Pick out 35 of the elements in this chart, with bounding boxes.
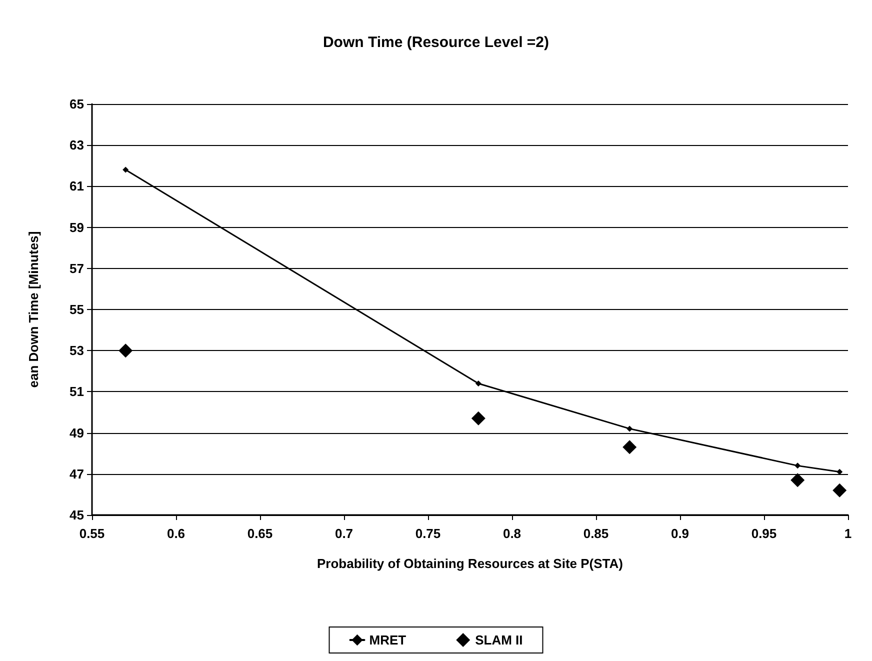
x-tick-label: 0.7 [334, 526, 354, 541]
legend-label: SLAM II [475, 632, 523, 648]
x-tick-label: 0.75 [415, 526, 441, 541]
x-tick-label: 0.55 [79, 526, 105, 541]
x-tick-label: 0.85 [583, 526, 609, 541]
x-tick-label: 0.9 [670, 526, 690, 541]
y-tick-label: 45 [70, 508, 84, 522]
x-tick-label: 0.6 [166, 526, 186, 541]
y-tick-label: 65 [70, 96, 84, 112]
x-tick-label: 0.8 [502, 526, 522, 541]
legend-label: MRET [369, 632, 406, 648]
x-axis-title: Probability of Obtaining Resources at Site P(STA) [316, 556, 624, 571]
y-tick-label: 53 [70, 343, 84, 358]
point [475, 380, 482, 386]
x-tick-label: 1 [844, 526, 852, 541]
point [626, 426, 633, 432]
y-tick-label: 63 [70, 138, 84, 153]
y-tick-label: 55 [70, 302, 84, 317]
point [118, 344, 133, 358]
point [790, 473, 805, 488]
x-tick-label: 0.65 [247, 526, 273, 541]
y-tick-label: 47 [70, 466, 84, 482]
y-tick-label: 57 [70, 260, 84, 276]
point [622, 440, 637, 454]
point [832, 483, 847, 498]
point [122, 166, 129, 173]
y-tick-label: 49 [70, 425, 84, 440]
y-axis-title: ean Down Time [Minutes] [26, 231, 41, 388]
x-tick-label: 0.95 [751, 526, 777, 541]
y-tick-label: 51 [70, 384, 84, 400]
y-tick-label: 61 [70, 178, 84, 194]
point [471, 411, 486, 426]
y-tick-label: 59 [70, 220, 84, 235]
point [794, 462, 801, 469]
chart-title: Down Time (Resource Level =2) [322, 34, 550, 51]
